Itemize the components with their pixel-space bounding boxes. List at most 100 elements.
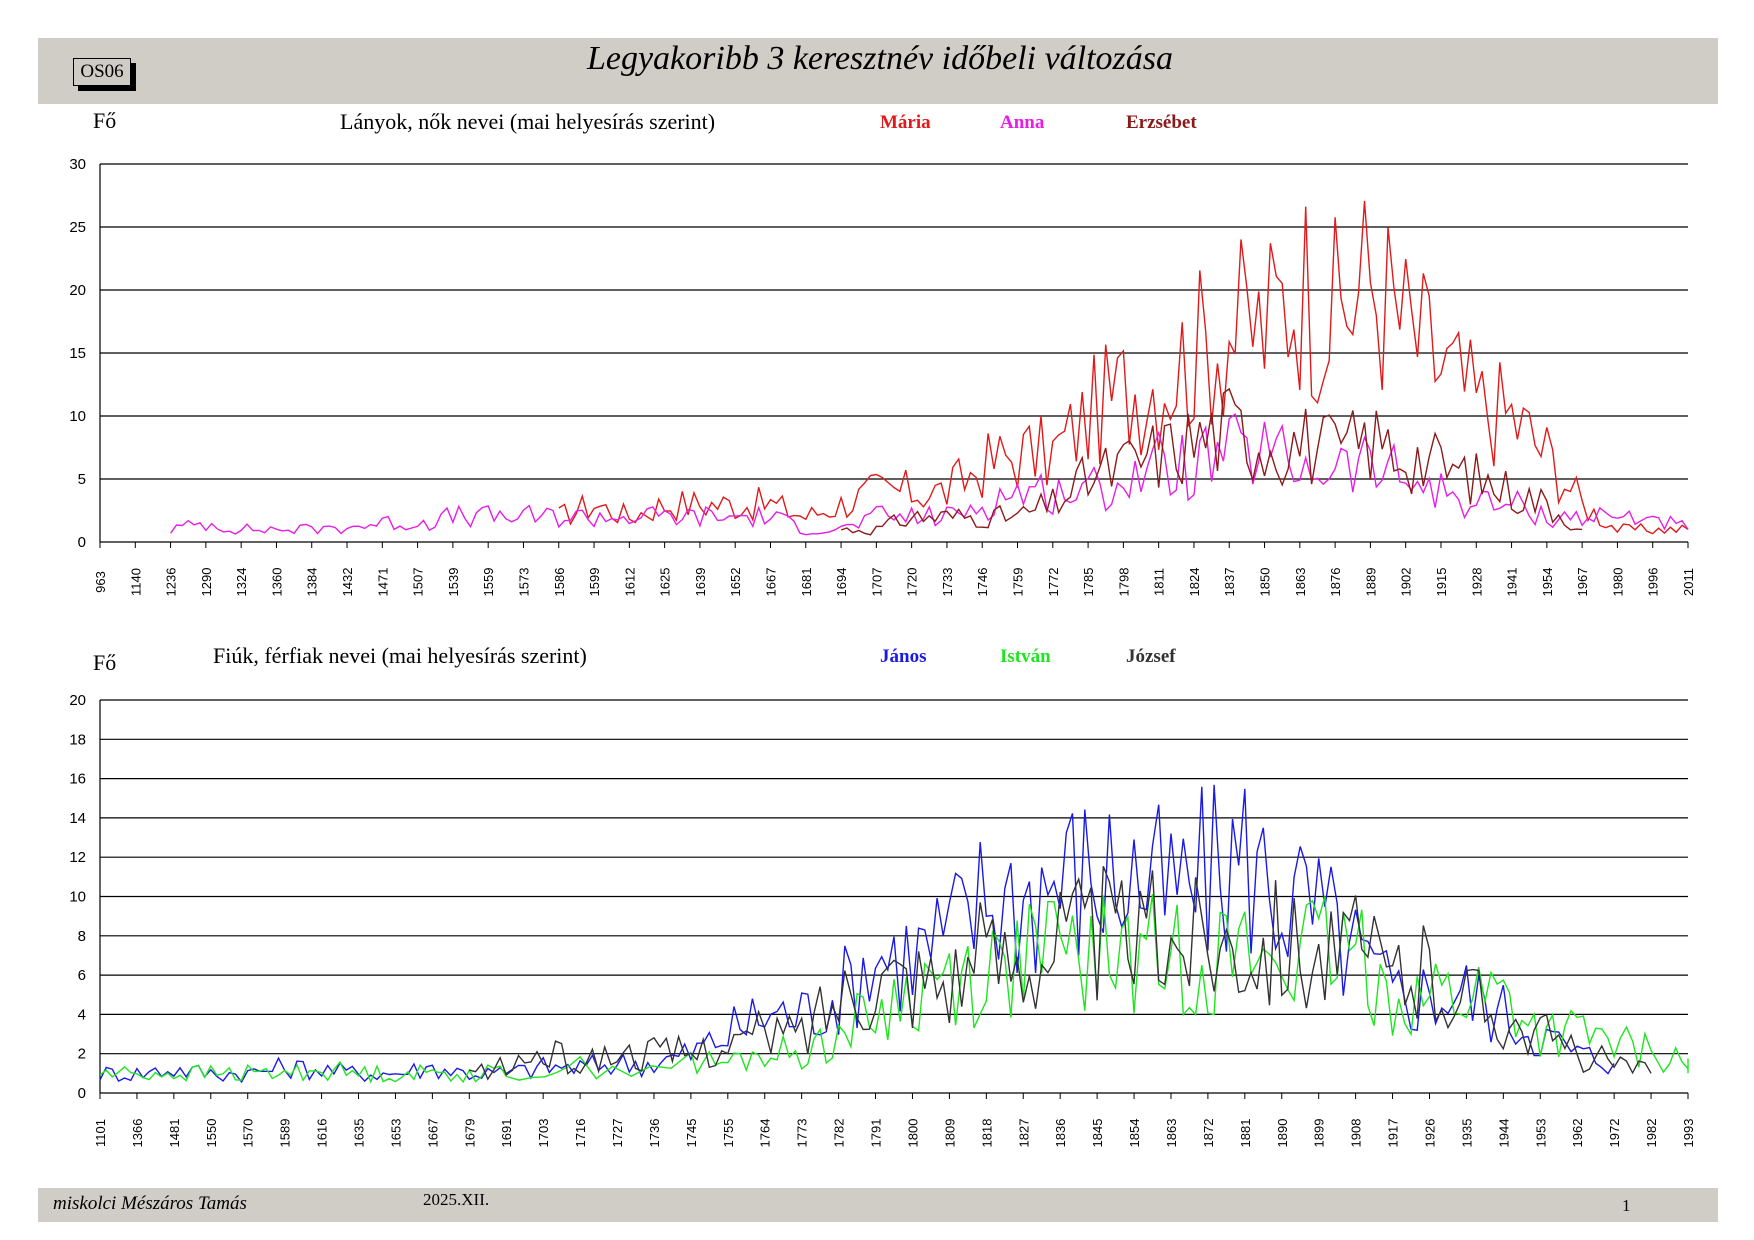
chart2-title: Fiúk, férfiak nevei (mai helyesírás szer…: [213, 643, 587, 668]
chart2-xtick-label: 1982: [1644, 1119, 1659, 1148]
chart1-xtick-label: 1759: [1011, 568, 1026, 597]
chart1-xtick-label: 1667: [763, 568, 778, 597]
chart1-xtick-label: 1785: [1081, 568, 1096, 597]
chart1-ytick-label: 25: [69, 219, 86, 236]
chart1-ytick-label: 0: [78, 534, 86, 551]
chart1-xtick-label: 1625: [658, 568, 673, 597]
chart1-legend-erzsebet: Erzsébet: [1126, 112, 1197, 133]
chart1-xtick-label: 1980: [1610, 568, 1625, 597]
chart1-xtick-label: 1772: [1046, 568, 1061, 597]
chart1-xtick-label: 1954: [1540, 568, 1555, 597]
chart1-xtick-label: 1236: [164, 568, 179, 597]
chart1-ytick-label: 20: [69, 282, 86, 299]
chart1-series-3-line: [840, 387, 1583, 536]
chart1-ylabel: Fő: [93, 108, 116, 133]
chart2-series-2-line: [99, 894, 1689, 1084]
chart1-xtick-label: 1902: [1399, 568, 1414, 597]
chart2-xtick-label: 1953: [1533, 1119, 1548, 1148]
chart1-xtick-label: 1507: [411, 568, 426, 597]
boys-names-chart: 0 2 4 6 8 10 12 14 16 18 20 1101 1366 1481 1550 1570 158…: [69, 692, 1696, 1147]
chart2-xtick-label: 1962: [1570, 1119, 1585, 1148]
chart2-xtick-label: 1366: [130, 1119, 145, 1148]
chart1-xtick-label: 1599: [587, 568, 602, 597]
chart2-xtick-label: 1845: [1090, 1119, 1105, 1148]
chart2-ytick-label: 16: [69, 771, 86, 788]
chart1-xtick-label: 2011: [1681, 568, 1696, 596]
girls-names-chart: 0 5 10 15 20 25 30 963 1140 1236 1290 1324 1360 1384 1…: [69, 156, 1696, 596]
chart1-xtick-label: 1941: [1505, 568, 1520, 597]
chart1-xtick-label: 1360: [269, 568, 284, 597]
footer-page-number: 1: [1622, 1196, 1631, 1215]
chart2-xtick-label: 1736: [647, 1119, 662, 1148]
chart1-xtick-label: 1967: [1575, 568, 1590, 597]
chart2-xtick-label: 1972: [1607, 1119, 1622, 1148]
chart2-legend-jozsef: József: [1126, 646, 1176, 667]
chart2-xtick-label: 1679: [462, 1119, 477, 1148]
chart2-xtick-label: 1727: [610, 1119, 625, 1148]
chart2-xtick-label: 1935: [1459, 1119, 1474, 1148]
footer-author: miskolci Mészáros Tamás: [53, 1193, 247, 1214]
chart2-xtick-label: 1800: [905, 1119, 920, 1148]
chart2-xtick-label: 1773: [795, 1119, 810, 1148]
chart1-series-2-line: [170, 413, 1689, 536]
chart2-xtick-label: 1635: [352, 1119, 367, 1148]
chart2-xtick-label: 1993: [1681, 1119, 1696, 1148]
chart1-xtick-label: 1140: [128, 568, 143, 596]
chart2-xtick-label: 1101: [93, 1119, 108, 1147]
chart1-xtick-label: 1471: [375, 568, 390, 597]
chart2-xtick-label: 1890: [1275, 1119, 1290, 1148]
chart2-xtick-label: 1872: [1201, 1119, 1216, 1148]
chart2-ytick-label: 12: [69, 849, 86, 866]
chart2-ytick-label: 18: [69, 731, 86, 748]
page-title: Legyakoribb 3 keresztnév időbeli változá…: [586, 40, 1174, 77]
chart2-xtick-label: 1589: [278, 1119, 293, 1148]
chart2-series-3-line: [469, 866, 1652, 1081]
chart1-xtick-label: 1539: [446, 568, 461, 597]
chart2-ytick-label: 8: [78, 928, 86, 945]
chart2-ytick-label: 2: [78, 1046, 86, 1063]
chart1-xtick-label: 1824: [1187, 568, 1202, 597]
chart1-xtick-label: 963: [93, 571, 108, 593]
chart1-ytick-label: 15: [69, 345, 86, 362]
chart1-xtick-label: 1652: [728, 568, 743, 597]
chart1-ytick-label: 10: [69, 408, 86, 425]
footer-date: 2025.XII.: [423, 1190, 490, 1209]
chart2-xtick-label: 1570: [241, 1119, 256, 1148]
chart2-xtick-label: 1908: [1349, 1119, 1364, 1148]
chart2-ytick-label: 4: [78, 1006, 86, 1023]
chart1-xtick-label: 1324: [234, 568, 249, 597]
document-code-badge: OS06: [73, 58, 131, 86]
chart2-xtick-label: 1616: [315, 1119, 330, 1148]
chart2-xtick-label: 1550: [204, 1119, 219, 1148]
chart1-xtick-label: 1612: [622, 568, 637, 597]
chart2-xtick-label: 1917: [1386, 1119, 1401, 1148]
chart2-ylabel: Fő: [93, 650, 116, 675]
chart2-xtick-label: 1791: [869, 1119, 884, 1148]
chart2-xtick-label: 1481: [167, 1119, 182, 1148]
chart2-xtick-label: 1782: [832, 1119, 847, 1148]
chart2-ytick-label: 10: [69, 889, 86, 906]
chart2-xtick-label: 1944: [1496, 1119, 1511, 1148]
chart1-xtick-label: 1639: [693, 568, 708, 597]
chart1-xtick-label: 1996: [1646, 568, 1661, 597]
header-band: [38, 38, 1718, 104]
chart1-xtick-label: 1863: [1293, 568, 1308, 597]
chart2-xtick-label: 1667: [425, 1119, 440, 1148]
chart2-xtick-label: 1881: [1238, 1119, 1253, 1148]
chart2-series-1-line: [99, 784, 1615, 1084]
chart2-xtick-label: 1755: [721, 1119, 736, 1148]
chart1-xtick-label: 1811: [1152, 568, 1167, 596]
chart1-xtick-label: 1694: [834, 568, 849, 597]
chart2-xtick-label: 1818: [979, 1119, 994, 1148]
chart2-ytick-label: 0: [78, 1085, 86, 1102]
chart2-xtick-label: 1827: [1016, 1119, 1031, 1148]
chart1-xtick-label: 1837: [1222, 568, 1237, 597]
chart2-xtick-label: 1809: [942, 1119, 957, 1148]
chart2-legend-janos: János: [880, 646, 926, 667]
chart1-xtick-label: 1915: [1434, 568, 1449, 597]
chart1-xtick-label: 1573: [516, 568, 531, 597]
chart2-ytick-label: 6: [78, 967, 86, 984]
chart1-xtick-label: 1384: [305, 568, 320, 597]
chart1-ytick-label: 5: [78, 471, 86, 488]
chart2-xtick-label: 1854: [1127, 1119, 1142, 1148]
